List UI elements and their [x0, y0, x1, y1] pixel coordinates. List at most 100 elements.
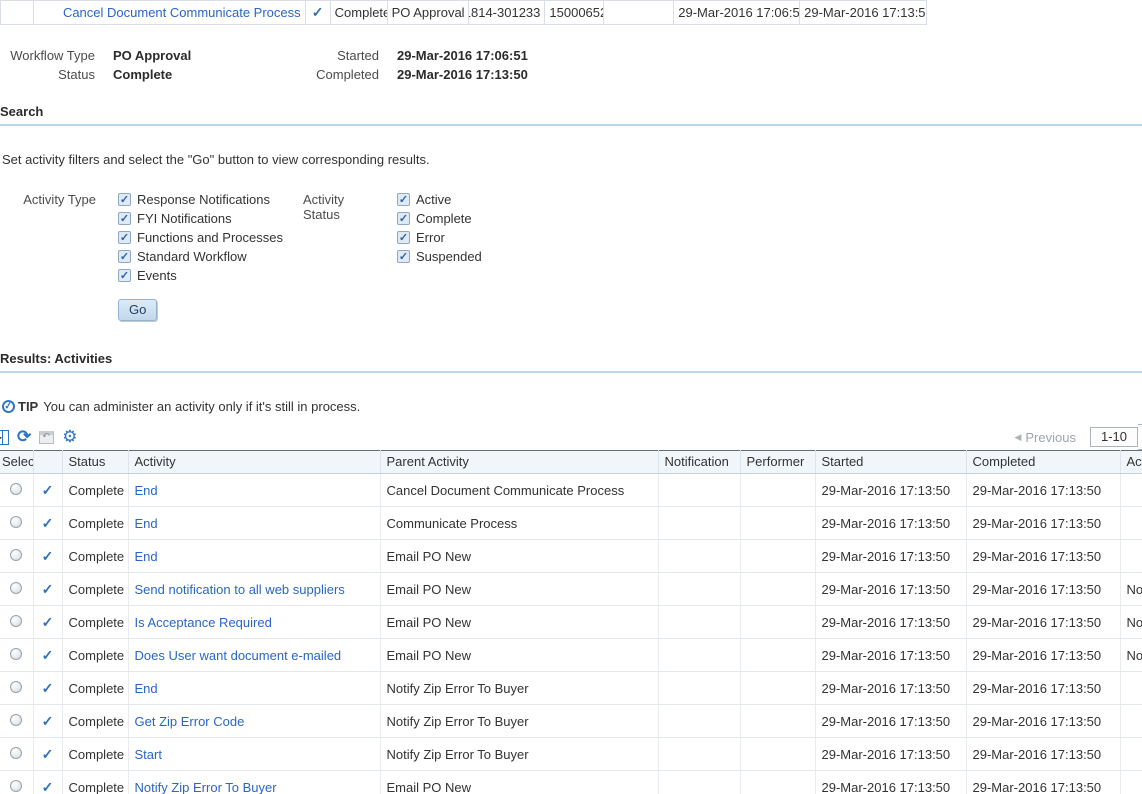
row-select-radio[interactable] — [10, 581, 23, 594]
detach-icon[interactable] — [39, 430, 55, 444]
row-act — [1120, 770, 1142, 794]
row-select-radio[interactable] — [10, 779, 23, 792]
activity-status-checkbox[interactable]: ✓ — [397, 193, 410, 206]
row-started: 29-Mar-2016 17:13:50 — [815, 638, 967, 672]
activity-filters: Activity Type ✓ Response Notifications ✓ FY… — [0, 190, 1142, 285]
table-row: ✓ Complete End Notify Zip Error To Buyer 29-… — [0, 671, 1142, 705]
table-row: ✓ Complete Send notification to all web su… — [0, 572, 1142, 606]
activity-status-checkbox-label: Suspended — [416, 249, 482, 264]
page-range-dropdown-arrow[interactable] — [1138, 424, 1142, 450]
activity-type-checkbox-label: Events — [137, 268, 177, 283]
row-select-radio[interactable] — [10, 647, 23, 660]
row-parent-activity: Email PO New — [380, 572, 659, 606]
activity-status-checkbox[interactable]: ✓ — [397, 250, 410, 263]
row-status: Complete — [62, 539, 129, 573]
activity-status-checkbox[interactable]: ✓ — [397, 231, 410, 244]
activity-type-option: ✓ Functions and Processes — [118, 228, 303, 247]
activity-status-option: ✓ Complete — [397, 209, 482, 228]
row-select-radio[interactable] — [10, 713, 23, 726]
row-notification — [658, 473, 741, 507]
search-section-header: Search — [0, 104, 1142, 126]
workflow-status-cell: Complete — [329, 1, 387, 24]
page-range-dropdown[interactable]: 1-10 — [1089, 427, 1138, 447]
activity-type-checkbox[interactable]: ✓ — [118, 212, 131, 225]
header-status: Status — [62, 450, 129, 474]
workflow-completed-cell: 29-Mar-2016 17:13:50 — [799, 1, 926, 24]
row-status: Complete — [62, 572, 129, 606]
previous-arrow-icon: ◀ — [1014, 431, 1022, 442]
row-notification — [658, 506, 741, 540]
row-status: Complete — [62, 770, 129, 794]
activity-link[interactable]: Does User want document e-mailed — [134, 647, 342, 663]
workflow-type-value: PO Approval — [113, 48, 192, 63]
row-select-radio[interactable] — [10, 680, 23, 693]
workflow-summary-row: Cancel Document Communicate Process ✓ Co… — [0, 0, 927, 25]
activity-link[interactable]: Send notification to all web suppliers — [134, 581, 345, 597]
row-select-radio[interactable] — [10, 515, 23, 528]
row-completed: 29-Mar-2016 17:13:50 — [966, 638, 1121, 672]
workflow-detail-summary: Workflow Type PO Approval Started 29-Mar… — [0, 48, 1142, 82]
activity-type-checkbox[interactable]: ✓ — [118, 193, 131, 206]
row-notification — [658, 704, 741, 738]
activity-status-checkbox[interactable]: ✓ — [397, 212, 410, 225]
row-status-check-icon: ✓ — [41, 646, 54, 663]
activity-link[interactable]: Notify Zip Error To Buyer — [134, 779, 277, 794]
activity-type-checkbox-label: Functions and Processes — [137, 230, 283, 245]
row-status: Complete — [62, 704, 129, 738]
activity-type-checkbox-list: ✓ Response Notifications ✓ FYI Notification… — [118, 190, 303, 285]
row-completed: 29-Mar-2016 17:13:50 — [966, 605, 1121, 639]
row-status: Complete — [62, 605, 129, 639]
previous-label[interactable]: Previous — [1025, 429, 1076, 445]
top-pagination: ◀ Previous 1-10 — [1014, 424, 1142, 450]
activity-status-option: ✓ Error — [397, 228, 482, 247]
header-performer: Performer — [740, 450, 816, 474]
row-select-radio[interactable] — [10, 614, 23, 627]
started-value: 29-Mar-2016 17:06:51 — [397, 48, 528, 63]
activity-type-checkbox-label: FYI Notifications — [137, 211, 232, 226]
row-started: 29-Mar-2016 17:13:50 — [815, 737, 967, 771]
workflow-started-cell: 29-Mar-2016 17:06:51 — [673, 1, 799, 24]
activity-link[interactable]: End — [134, 482, 158, 498]
workflow-name-link[interactable]: Cancel Document Communicate Process — [62, 5, 301, 20]
activity-type-checkbox[interactable]: ✓ — [118, 250, 131, 263]
activity-link[interactable]: Get Zip Error Code — [134, 713, 245, 729]
row-notification — [658, 572, 741, 606]
started-label: Started — [337, 48, 379, 63]
row-started: 29-Mar-2016 17:13:50 — [815, 473, 967, 507]
row-notification — [658, 605, 741, 639]
activity-link[interactable]: Start — [134, 746, 162, 762]
row-parent-activity: Email PO New — [380, 605, 659, 639]
row-parent-activity: Communicate Process — [380, 506, 659, 540]
activity-link[interactable]: End — [134, 515, 158, 531]
row-notification — [658, 770, 741, 794]
select-column-icon[interactable] — [0, 429, 9, 445]
row-completed: 29-Mar-2016 17:13:50 — [966, 737, 1121, 771]
row-act: No — [1120, 638, 1142, 672]
header-activity: Activity — [128, 450, 381, 474]
results-toolbar: ⟳ ⚙ ◀ Previous 1-10 — [0, 424, 1142, 450]
row-parent-activity: Email PO New — [380, 539, 659, 573]
refresh-icon[interactable]: ⟳ — [17, 427, 32, 446]
row-act: No — [1120, 605, 1142, 639]
activity-link[interactable]: Is Acceptance Required — [134, 614, 272, 630]
row-notification — [658, 737, 741, 771]
activity-link[interactable]: End — [134, 548, 158, 564]
row-select-radio[interactable] — [10, 548, 23, 561]
row-performer — [740, 671, 816, 705]
workflow-empty-cell — [603, 1, 673, 24]
row-performer — [740, 638, 816, 672]
settings-gear-icon[interactable]: ⚙ — [62, 427, 78, 446]
row-parent-activity: Email PO New — [380, 770, 659, 794]
row-status-check-icon: ✓ — [41, 679, 54, 696]
activity-link[interactable]: End — [134, 680, 158, 696]
row-select-radio[interactable] — [10, 746, 23, 759]
activity-type-checkbox[interactable]: ✓ — [118, 269, 131, 282]
activity-type-checkbox[interactable]: ✓ — [118, 231, 131, 244]
row-status: Complete — [62, 506, 129, 540]
go-button[interactable]: Go — [118, 299, 158, 321]
activity-status-checkbox-label: Complete — [416, 211, 472, 226]
workflow-document-number-cell: 15000652 — [544, 1, 603, 24]
table-row: ✓ Complete Does User want document e-maile… — [0, 638, 1142, 672]
activity-status-checkbox-label: Error — [416, 230, 445, 245]
row-select-radio[interactable] — [10, 482, 23, 495]
